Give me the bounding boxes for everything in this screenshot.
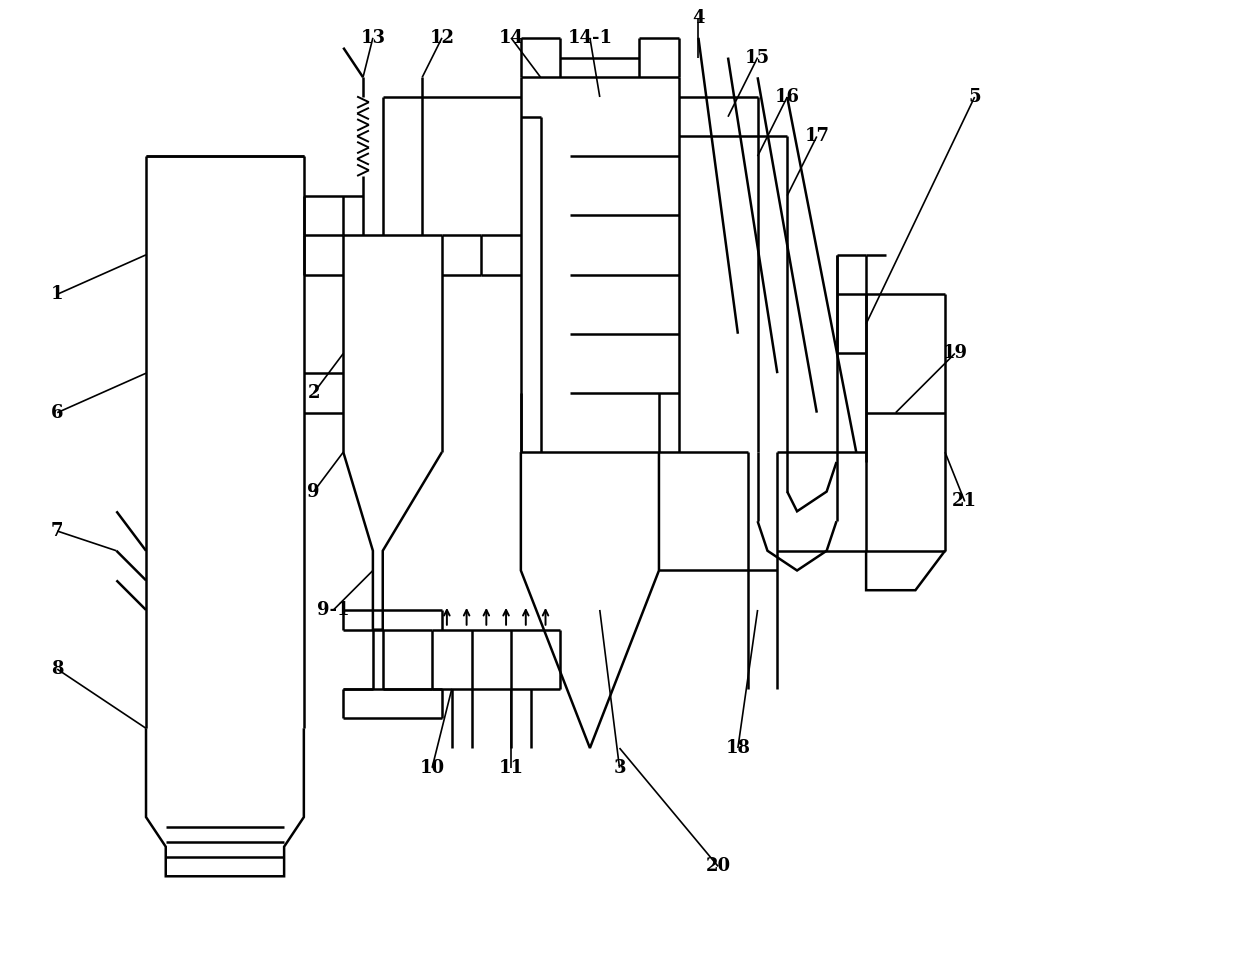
Text: 11: 11 (498, 759, 524, 777)
Text: 20: 20 (705, 857, 731, 876)
Text: 18: 18 (725, 739, 751, 757)
Text: 15: 15 (745, 49, 771, 66)
Text: 21: 21 (953, 493, 978, 510)
Text: 3: 3 (613, 759, 626, 777)
Text: 8: 8 (51, 660, 63, 678)
Text: 2: 2 (307, 384, 320, 402)
Text: 1: 1 (51, 286, 63, 303)
Text: 13: 13 (361, 29, 385, 47)
Text: 14-1: 14-1 (567, 29, 612, 47)
Text: 16: 16 (774, 88, 799, 106)
Text: 19: 19 (943, 344, 968, 363)
Text: 12: 12 (430, 29, 455, 47)
Text: 9: 9 (307, 482, 320, 501)
Text: 5: 5 (969, 88, 981, 106)
Text: 10: 10 (420, 759, 445, 777)
Text: 17: 17 (804, 127, 829, 146)
Text: 6: 6 (51, 403, 63, 422)
Text: 4: 4 (693, 9, 705, 27)
Text: 14: 14 (498, 29, 524, 47)
Text: 9-1: 9-1 (317, 601, 349, 619)
Text: 7: 7 (51, 522, 63, 540)
